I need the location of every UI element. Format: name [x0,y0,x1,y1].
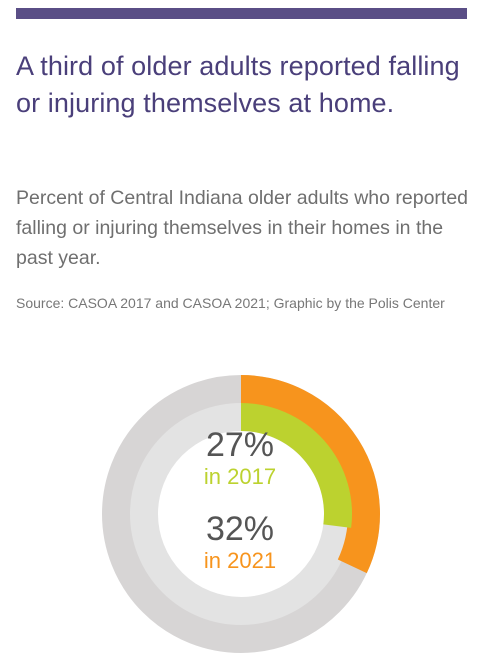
source-note: Source: CASOA 2017 and CASOA 2021; Graph… [16,295,445,311]
value-label-2017: 27% [205,426,275,464]
donut-chart: 27% in 2017 32% in 2021 [0,345,484,663]
label-2021: 32% in 2021 [140,510,340,574]
series-2021-arc [240,375,380,574]
top-accent-bar [16,8,467,19]
donut-chart-svg [102,375,380,653]
label-2017: 27% in 2017 [140,426,340,490]
series-2017-arc [240,403,352,528]
year-label-2021: in 2021 [203,548,277,573]
page-title: A third of older adults reported falling… [16,51,460,118]
year-label-2017: in 2017 [203,464,277,489]
value-label-2021: 32% [205,510,275,548]
chart-subtitle: Percent of Central Indiana older adults … [16,187,469,269]
